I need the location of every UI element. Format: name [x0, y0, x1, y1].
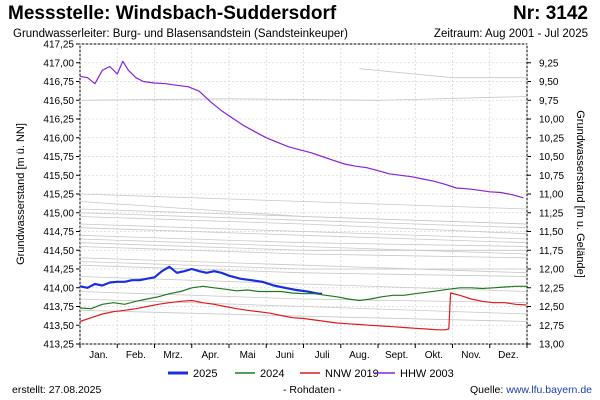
background-year-line — [79, 212, 528, 229]
x-month-label: Dez. — [498, 350, 519, 361]
y-right-tick-label: 9,25 — [539, 58, 559, 69]
x-month-label: Juni — [276, 350, 294, 361]
y-tick-label: 413,50 — [43, 321, 74, 332]
background-year-line — [79, 238, 528, 255]
x-month-label: Mai — [240, 350, 256, 361]
x-month-label: Juli — [315, 350, 330, 361]
y-right-tick-label: 11,50 — [539, 227, 564, 238]
y-right-tick-label: 10,25 — [539, 133, 564, 144]
y-right-tick-label: 10,75 — [539, 171, 564, 182]
y-tick-label: 415,00 — [43, 208, 74, 219]
background-year-line — [79, 291, 528, 304]
legend-label-2025: 2025 — [193, 368, 217, 380]
source-label: Quelle: — [470, 384, 507, 396]
background-year-line — [79, 227, 528, 244]
legend-label-hhw-2003: HHW 2003 — [400, 368, 454, 380]
y-tick-label: 416,00 — [43, 133, 74, 144]
x-month-label: Nov. — [461, 350, 481, 361]
x-month-label: Okt. — [425, 350, 443, 361]
raw-data-note: - Rohdaten - — [283, 384, 342, 396]
y-right-tick-label: 12,00 — [539, 265, 564, 276]
y-tick-label: 414,50 — [43, 246, 74, 257]
legend-label-nnw-2019: NNW 2019 — [325, 368, 379, 380]
y-right-tick-label: 11,00 — [539, 190, 564, 201]
y-right-tick-label: 13,00 — [539, 340, 564, 351]
period-label: Zeitraum: Aug 2001 - Jul 2025 — [433, 28, 588, 40]
y-right-tick-label: 11,75 — [539, 246, 564, 257]
background-year-line — [359, 68, 527, 79]
background-year-line — [79, 298, 528, 315]
x-month-label: Aug. — [349, 350, 370, 361]
legend-label-2024: 2024 — [260, 368, 284, 380]
x-month-label: Mrz. — [163, 350, 182, 361]
series-line-2025 — [79, 265, 323, 295]
source-link[interactable]: www.lfu.bayern.de — [506, 384, 592, 396]
y-tick-label: 417,25 — [43, 40, 74, 51]
y-axis-right-title: Grundwasserstand [m u. Gelände] — [574, 110, 586, 278]
y-tick-label: 414,75 — [43, 227, 74, 238]
background-year-line — [79, 261, 527, 270]
y-right-tick-label: 12,25 — [539, 283, 564, 294]
series-line-2024 — [79, 285, 527, 310]
y-tick-label: 413,75 — [43, 302, 74, 313]
background-year-line — [79, 242, 527, 251]
x-month-label: Jan. — [89, 350, 108, 361]
y-right-tick-label: 9,50 — [539, 77, 559, 88]
background-year-line — [79, 216, 528, 235]
background-year-line — [79, 264, 528, 277]
background-year-line — [79, 193, 528, 210]
background-year-line — [79, 96, 528, 101]
y-right-tick-label: 10,50 — [539, 152, 564, 163]
y-tick-label: 415,50 — [43, 171, 74, 182]
station-title: Messstelle: Windsbach-Suddersdorf — [8, 3, 337, 24]
background-year-line — [79, 246, 528, 259]
aquifer-label: Grundwasserleiter: Burg- und Blasensands… — [13, 28, 348, 40]
y-tick-label: 415,25 — [43, 190, 74, 201]
series-line-nnw-2019 — [79, 292, 527, 331]
y-right-tick-label: 12,75 — [539, 321, 564, 332]
x-month-label: Apr. — [201, 350, 219, 361]
y-right-tick-label: 10,00 — [539, 115, 564, 126]
y-right-tick-label: 11,25 — [539, 208, 564, 219]
background-year-line — [79, 234, 528, 247]
source-credit: Quelle: www.lfu.bayern.de — [470, 384, 592, 396]
background-year-line — [79, 309, 528, 322]
y-tick-label: 416,50 — [43, 96, 74, 107]
y-tick-label: 417,00 — [43, 58, 74, 69]
y-tick-label: 414,00 — [43, 283, 74, 294]
y-tick-label: 413,25 — [43, 340, 74, 351]
series-line-hhw-2003 — [79, 60, 524, 199]
y-tick-label: 416,25 — [43, 115, 74, 126]
y-right-tick-label: 9,75 — [539, 96, 559, 107]
y-right-tick-label: 12,50 — [539, 302, 564, 313]
background-year-line — [79, 208, 528, 225]
station-number: Nr: 3142 — [513, 3, 588, 24]
y-tick-label: 414,25 — [43, 265, 74, 276]
x-month-label: Feb. — [126, 350, 146, 361]
background-year-line — [79, 223, 528, 240]
x-month-label: Sept. — [385, 350, 408, 361]
y-axis-title: Grundwasserstand [m ü. NN] — [15, 123, 27, 265]
y-tick-label: 415,75 — [43, 152, 74, 163]
created-date: erstellt: 27.08.2025 — [12, 384, 102, 396]
y-tick-label: 416,75 — [43, 77, 74, 88]
background-year-line — [79, 257, 528, 274]
